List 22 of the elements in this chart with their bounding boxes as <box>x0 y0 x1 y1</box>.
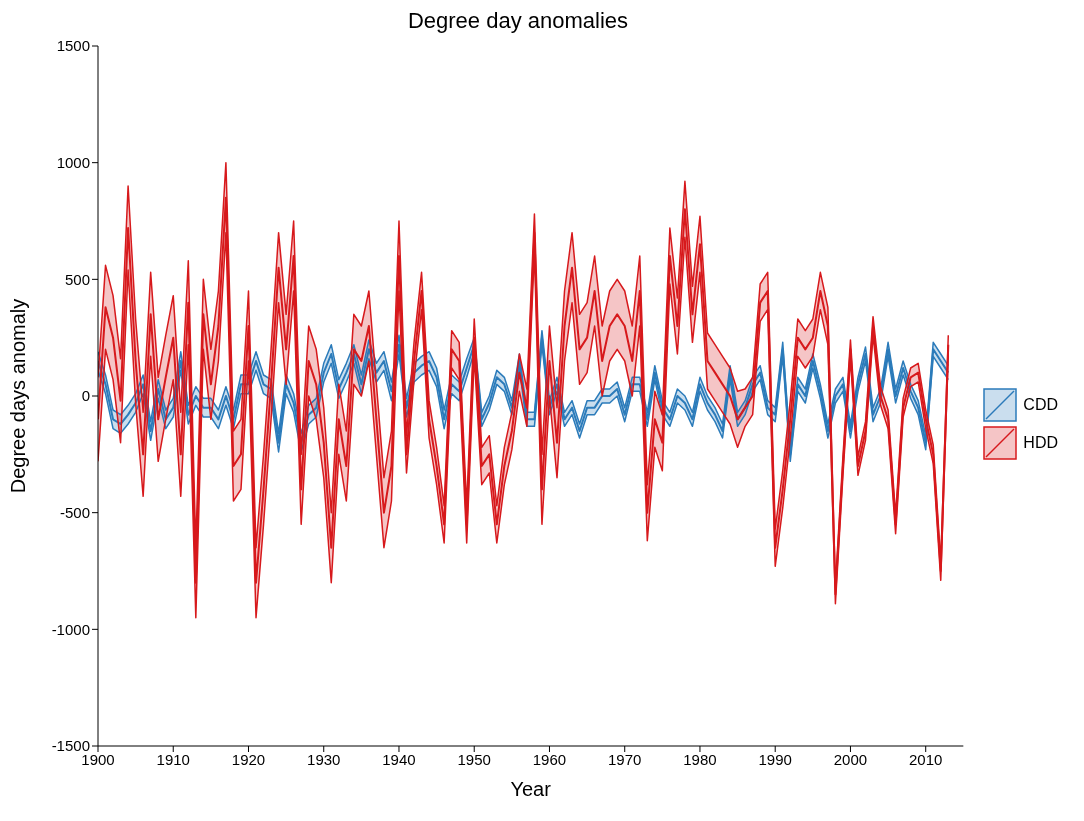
chart-title: Degree day anomalies <box>406 8 630 34</box>
x-tick-label: 1910 <box>156 750 190 768</box>
x-tick-label: 1990 <box>758 750 792 768</box>
x-tick-label: 1960 <box>532 750 567 768</box>
legend-label: CDD <box>1023 396 1058 414</box>
y-tick-label: 0 <box>81 387 90 405</box>
y-tick-label: -500 <box>59 503 90 521</box>
y-tick-label: -1000 <box>51 620 90 638</box>
y-tick-label: 1500 <box>56 37 90 55</box>
x-tick-label: 1950 <box>457 750 491 768</box>
y-axis-title: Degree days anomaly <box>7 298 30 494</box>
x-tick-label: 1920 <box>231 750 266 768</box>
x-tick-label: 1970 <box>608 750 642 768</box>
y-tick-label: 1000 <box>56 153 90 171</box>
x-tick-label: 1980 <box>683 750 717 768</box>
x-axis-title: Year <box>510 778 552 800</box>
x-tick-label: 2010 <box>909 750 943 768</box>
y-tick-label: 500 <box>64 270 90 288</box>
x-tick-label: 1940 <box>382 750 416 768</box>
x-tick-label: 2000 <box>833 750 868 768</box>
legend-label: HDD <box>1023 434 1058 452</box>
x-tick-label: 1930 <box>307 750 341 768</box>
